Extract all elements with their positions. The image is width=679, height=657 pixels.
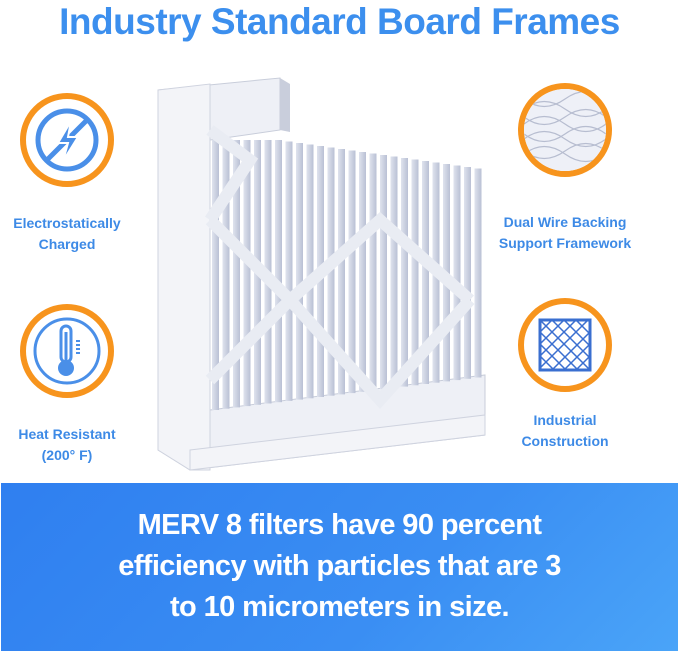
filter-pleat [474,168,482,378]
construction-badge [518,298,612,392]
air-filter-image [157,77,486,471]
filter-pleat [243,140,251,407]
banner-text: MERV 8 filters have 90 percent efficiency… [118,509,561,623]
filter-pleat [422,161,429,384]
heat-resistant-badge [20,304,114,398]
filter-pleat [338,149,345,395]
lightning-bolt-crossed-icon [35,108,99,172]
grid-frame-icon [538,318,592,372]
filter-pleat [327,147,335,396]
filter-pleat [233,140,240,408]
filter-pleat [390,156,398,388]
feature-label-wire: Dual Wire Backing Support Framework [498,214,632,251]
feature-label-construction: Industrial Construction [521,412,609,449]
page-title: Industry Standard Board Frames [59,1,620,42]
filter-pleat [296,143,303,400]
wire-backing-badge [518,83,612,177]
filter-pleat [401,158,408,387]
filter-pleat [359,152,366,392]
filter-pleat [222,140,230,409]
filter-pleat [380,155,387,390]
filter-pleat [411,159,419,386]
filter-pleat [464,167,471,379]
thermometer-icon [33,317,101,385]
merv-info-banner: MERV 8 filters have 90 percent efficiency… [1,483,678,651]
filter-pleat [369,153,377,391]
filter-pleat [275,140,282,403]
wire-mesh-icon [524,89,606,171]
filter-pleat [453,165,461,381]
feature-label-electrostatic: Electrostatically Charged [13,215,121,252]
filter-pleat [348,150,356,394]
electrostatic-badge [20,93,114,187]
filter-pleat [285,141,293,401]
filter-pleat [306,144,314,399]
filter-pleat [212,140,219,410]
feature-label-heat: Heat Resistant (200° F) [18,426,116,463]
